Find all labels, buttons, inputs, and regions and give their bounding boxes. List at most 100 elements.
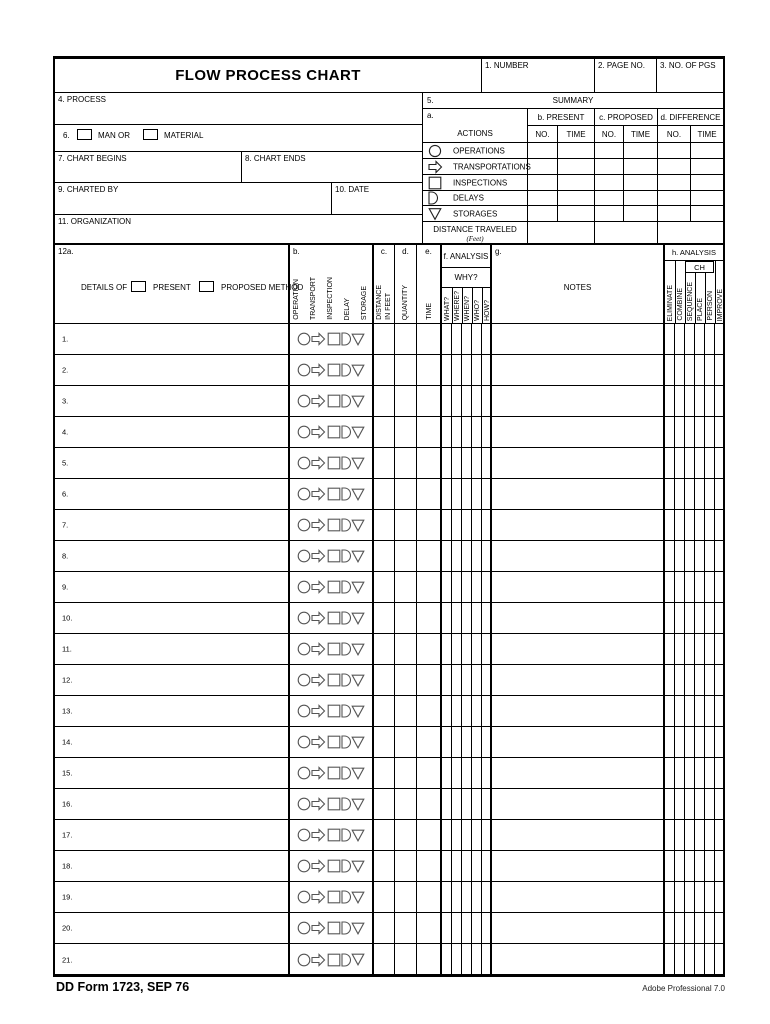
difference-no-cell[interactable] xyxy=(658,175,691,191)
h-combine-cell[interactable] xyxy=(675,944,685,974)
distance-cell[interactable] xyxy=(374,634,395,665)
analysis-how-cell[interactable] xyxy=(482,820,492,851)
h-place-cell[interactable] xyxy=(695,820,705,851)
distance-difference-cell[interactable] xyxy=(658,222,723,245)
analysis-how-cell[interactable] xyxy=(482,355,492,386)
h-sequence-cell[interactable] xyxy=(685,758,695,789)
analysis-who-cell[interactable] xyxy=(472,448,482,479)
h-place-cell[interactable] xyxy=(695,572,705,603)
h-improve-cell[interactable] xyxy=(715,510,723,541)
time-cell[interactable] xyxy=(417,510,442,541)
notes-cell[interactable] xyxy=(492,324,665,355)
h-eliminate-cell[interactable] xyxy=(665,572,675,603)
time-cell[interactable] xyxy=(417,758,442,789)
h-person-cell[interactable] xyxy=(705,324,715,355)
h-eliminate-cell[interactable] xyxy=(665,665,675,696)
h-person-cell[interactable] xyxy=(705,727,715,758)
number-field[interactable]: 1. NUMBER xyxy=(482,59,595,93)
analysis-who-cell[interactable] xyxy=(472,510,482,541)
quantity-cell[interactable] xyxy=(395,665,417,696)
h-sequence-cell[interactable] xyxy=(685,572,695,603)
notes-cell[interactable] xyxy=(492,572,665,603)
h-combine-cell[interactable] xyxy=(675,479,685,510)
h-sequence-cell[interactable] xyxy=(685,696,695,727)
h-place-cell[interactable] xyxy=(695,882,705,913)
time-cell[interactable] xyxy=(417,727,442,758)
analysis-what-cell[interactable] xyxy=(442,820,452,851)
analysis-where-cell[interactable] xyxy=(452,882,462,913)
analysis-where-cell[interactable] xyxy=(452,448,462,479)
date-field[interactable]: 10. DATE xyxy=(332,183,423,215)
h-person-cell[interactable] xyxy=(705,789,715,820)
analysis-where-cell[interactable] xyxy=(452,944,462,974)
h-improve-cell[interactable] xyxy=(715,727,723,758)
time-cell[interactable] xyxy=(417,634,442,665)
proposed-time-cell[interactable] xyxy=(624,191,658,206)
notes-cell[interactable] xyxy=(492,758,665,789)
h-place-cell[interactable] xyxy=(695,665,705,696)
h-eliminate-cell[interactable] xyxy=(665,851,675,882)
distance-cell[interactable] xyxy=(374,541,395,572)
h-combine-cell[interactable] xyxy=(675,851,685,882)
h-eliminate-cell[interactable] xyxy=(665,386,675,417)
row-number-cell[interactable]: 3. xyxy=(55,386,288,417)
h-person-cell[interactable] xyxy=(705,572,715,603)
analysis-who-cell[interactable] xyxy=(472,479,482,510)
analysis-when-cell[interactable] xyxy=(462,820,472,851)
notes-cell[interactable] xyxy=(492,696,665,727)
h-improve-cell[interactable] xyxy=(715,820,723,851)
analysis-who-cell[interactable] xyxy=(472,696,482,727)
notes-cell[interactable] xyxy=(492,541,665,572)
h-eliminate-cell[interactable] xyxy=(665,417,675,448)
analysis-where-cell[interactable] xyxy=(452,479,462,510)
h-improve-cell[interactable] xyxy=(715,882,723,913)
analysis-who-cell[interactable] xyxy=(472,386,482,417)
analysis-where-cell[interactable] xyxy=(452,665,462,696)
quantity-cell[interactable] xyxy=(395,634,417,665)
distance-cell[interactable] xyxy=(374,913,395,944)
analysis-how-cell[interactable] xyxy=(482,324,492,355)
h-sequence-cell[interactable] xyxy=(685,603,695,634)
analysis-how-cell[interactable] xyxy=(482,603,492,634)
h-eliminate-cell[interactable] xyxy=(665,944,675,974)
analysis-where-cell[interactable] xyxy=(452,324,462,355)
chart-ends-field[interactable]: 8. CHART ENDS xyxy=(242,152,423,183)
h-place-cell[interactable] xyxy=(695,789,705,820)
analysis-where-cell[interactable] xyxy=(452,510,462,541)
proposed-no-cell[interactable] xyxy=(595,143,624,159)
row-number-cell[interactable]: 2. xyxy=(55,355,288,386)
analysis-who-cell[interactable] xyxy=(472,727,482,758)
distance-cell[interactable] xyxy=(374,851,395,882)
difference-no-cell[interactable] xyxy=(658,206,691,222)
distance-cell[interactable] xyxy=(374,417,395,448)
material-checkbox[interactable] xyxy=(143,129,158,140)
h-place-cell[interactable] xyxy=(695,603,705,634)
row-number-cell[interactable]: 11. xyxy=(55,634,288,665)
h-combine-cell[interactable] xyxy=(675,696,685,727)
analysis-when-cell[interactable] xyxy=(462,572,472,603)
h-person-cell[interactable] xyxy=(705,355,715,386)
analysis-when-cell[interactable] xyxy=(462,386,472,417)
quantity-cell[interactable] xyxy=(395,541,417,572)
analysis-where-cell[interactable] xyxy=(452,696,462,727)
distance-cell[interactable] xyxy=(374,727,395,758)
analysis-when-cell[interactable] xyxy=(462,479,472,510)
h-sequence-cell[interactable] xyxy=(685,913,695,944)
analysis-how-cell[interactable] xyxy=(482,944,492,974)
analysis-how-cell[interactable] xyxy=(482,634,492,665)
analysis-when-cell[interactable] xyxy=(462,882,472,913)
proposed-no-cell[interactable] xyxy=(595,175,624,191)
h-place-cell[interactable] xyxy=(695,634,705,665)
row-number-cell[interactable]: 4. xyxy=(55,417,288,448)
analysis-what-cell[interactable] xyxy=(442,448,452,479)
h-person-cell[interactable] xyxy=(705,386,715,417)
h-combine-cell[interactable] xyxy=(675,324,685,355)
analysis-when-cell[interactable] xyxy=(462,448,472,479)
analysis-what-cell[interactable] xyxy=(442,727,452,758)
h-place-cell[interactable] xyxy=(695,324,705,355)
row-number-cell[interactable]: 10. xyxy=(55,603,288,634)
analysis-where-cell[interactable] xyxy=(452,851,462,882)
h-person-cell[interactable] xyxy=(705,634,715,665)
analysis-how-cell[interactable] xyxy=(482,448,492,479)
h-improve-cell[interactable] xyxy=(715,355,723,386)
